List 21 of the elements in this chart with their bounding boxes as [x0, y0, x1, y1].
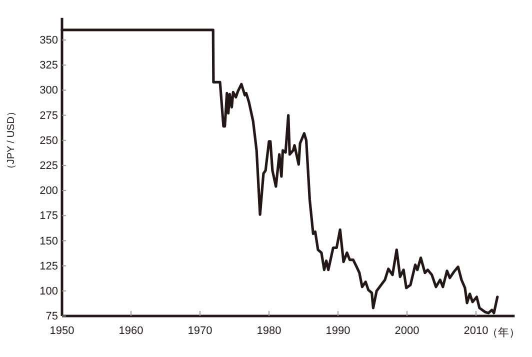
y-tick-label: 350: [40, 34, 58, 47]
y-axis-title: （JPY / USD）: [6, 106, 17, 174]
x-tick-label: 1960: [118, 324, 144, 337]
x-tick-label: 1970: [188, 324, 212, 337]
y-tick-label: 325: [40, 60, 58, 72]
y-tick-label: 200: [40, 185, 58, 198]
y-tick-label: 275: [40, 110, 58, 122]
y-tick-label: 225: [40, 160, 58, 172]
y-tick-label: 125: [40, 260, 58, 272]
x-tick-label: 2010: [464, 324, 488, 337]
x-axis-title: （年）: [487, 327, 520, 339]
y-tick-label: 150: [40, 235, 58, 248]
y-tick-label: 175: [40, 210, 58, 222]
x-tick-label: 1950: [50, 324, 74, 337]
y-tick-label: 300: [40, 84, 58, 97]
x-tick-label: 1990: [326, 324, 350, 337]
y-tick-label: 250: [40, 134, 58, 147]
x-tick-label: 2000: [394, 324, 420, 337]
y-tick-label: 100: [40, 285, 58, 298]
x-tick-label: 1980: [256, 324, 282, 337]
y-tick-label: 75: [46, 310, 58, 323]
